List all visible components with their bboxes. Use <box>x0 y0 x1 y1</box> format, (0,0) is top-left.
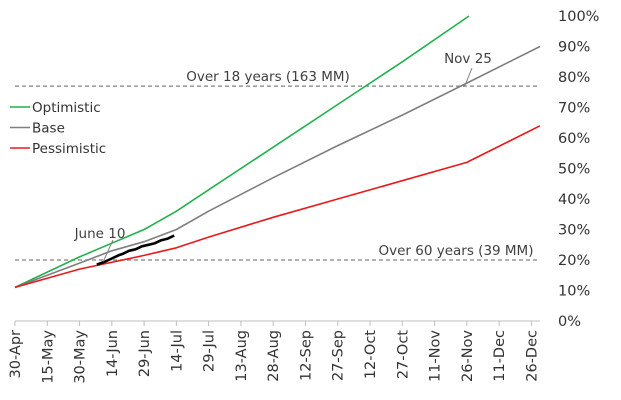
x-tick-label: 26-Nov <box>460 330 476 382</box>
x-tick-label: 12-Sep <box>298 330 314 381</box>
x-tick-label: 30-Apr <box>8 330 24 378</box>
x-tick-label: 14-Jun <box>105 330 121 377</box>
y-tick-label: 100% <box>558 9 599 25</box>
x-tick-label: 14-Jul <box>169 330 185 372</box>
callout-label: Nov 25 <box>444 51 492 67</box>
x-tick-label: 28-Aug <box>266 330 282 382</box>
legend-label: Base <box>32 121 65 137</box>
y-tick-label: 50% <box>558 162 590 178</box>
callout-label: June 10 <box>74 226 126 242</box>
legend-label: Optimistic <box>32 100 101 116</box>
y-axis: 0% 10% 20% 30% 40% 50% 60% 70% 80% 90% 100% <box>558 9 599 330</box>
x-tick-label: 15-May <box>40 330 56 384</box>
y-tick-label: 70% <box>558 101 590 117</box>
x-tick-label: 29-Jun <box>137 330 153 377</box>
x-tick-label: 27-Oct <box>395 330 411 379</box>
series-line-base <box>14 45 541 289</box>
legend-label: Pessimistic <box>32 141 106 157</box>
x-tick-label: 26-Dec <box>524 330 540 382</box>
y-tick-label: 20% <box>558 253 590 269</box>
y-tick-label: 80% <box>558 70 590 86</box>
x-tick-label: 11-Nov <box>428 330 444 382</box>
x-tick-label: 12-Oct <box>363 330 379 379</box>
reference-line-label: Over 18 years (163 MM) <box>186 69 350 85</box>
x-tick-label: 29-Jul <box>202 330 218 372</box>
y-tick-label: 0% <box>558 314 581 330</box>
reference-line-label: Over 60 years (39 MM) <box>379 243 534 259</box>
x-tick-label: 11-Dec <box>492 330 508 382</box>
x-tick-label: 30-May <box>73 330 89 384</box>
x-tick-label: 27-Sep <box>331 330 347 381</box>
y-tick-label: 60% <box>558 131 590 147</box>
x-tick-label: 13-Aug <box>234 330 250 382</box>
y-tick-label: 10% <box>558 284 590 300</box>
callout-leader <box>464 67 473 87</box>
x-axis: 30-Apr 15-May 30-May 14-Jun 29-Jun 14-Jul 29-J… <box>8 320 540 384</box>
y-tick-label: 40% <box>558 192 590 208</box>
y-tick-label: 90% <box>558 40 590 56</box>
callout-leader <box>102 239 114 262</box>
series-line-pessimistic <box>14 125 541 289</box>
series-line-optimistic <box>14 15 470 289</box>
legend: Optimistic Base Pessimistic <box>10 100 106 157</box>
series-line-actual <box>96 234 175 266</box>
y-tick-label: 30% <box>558 223 590 239</box>
